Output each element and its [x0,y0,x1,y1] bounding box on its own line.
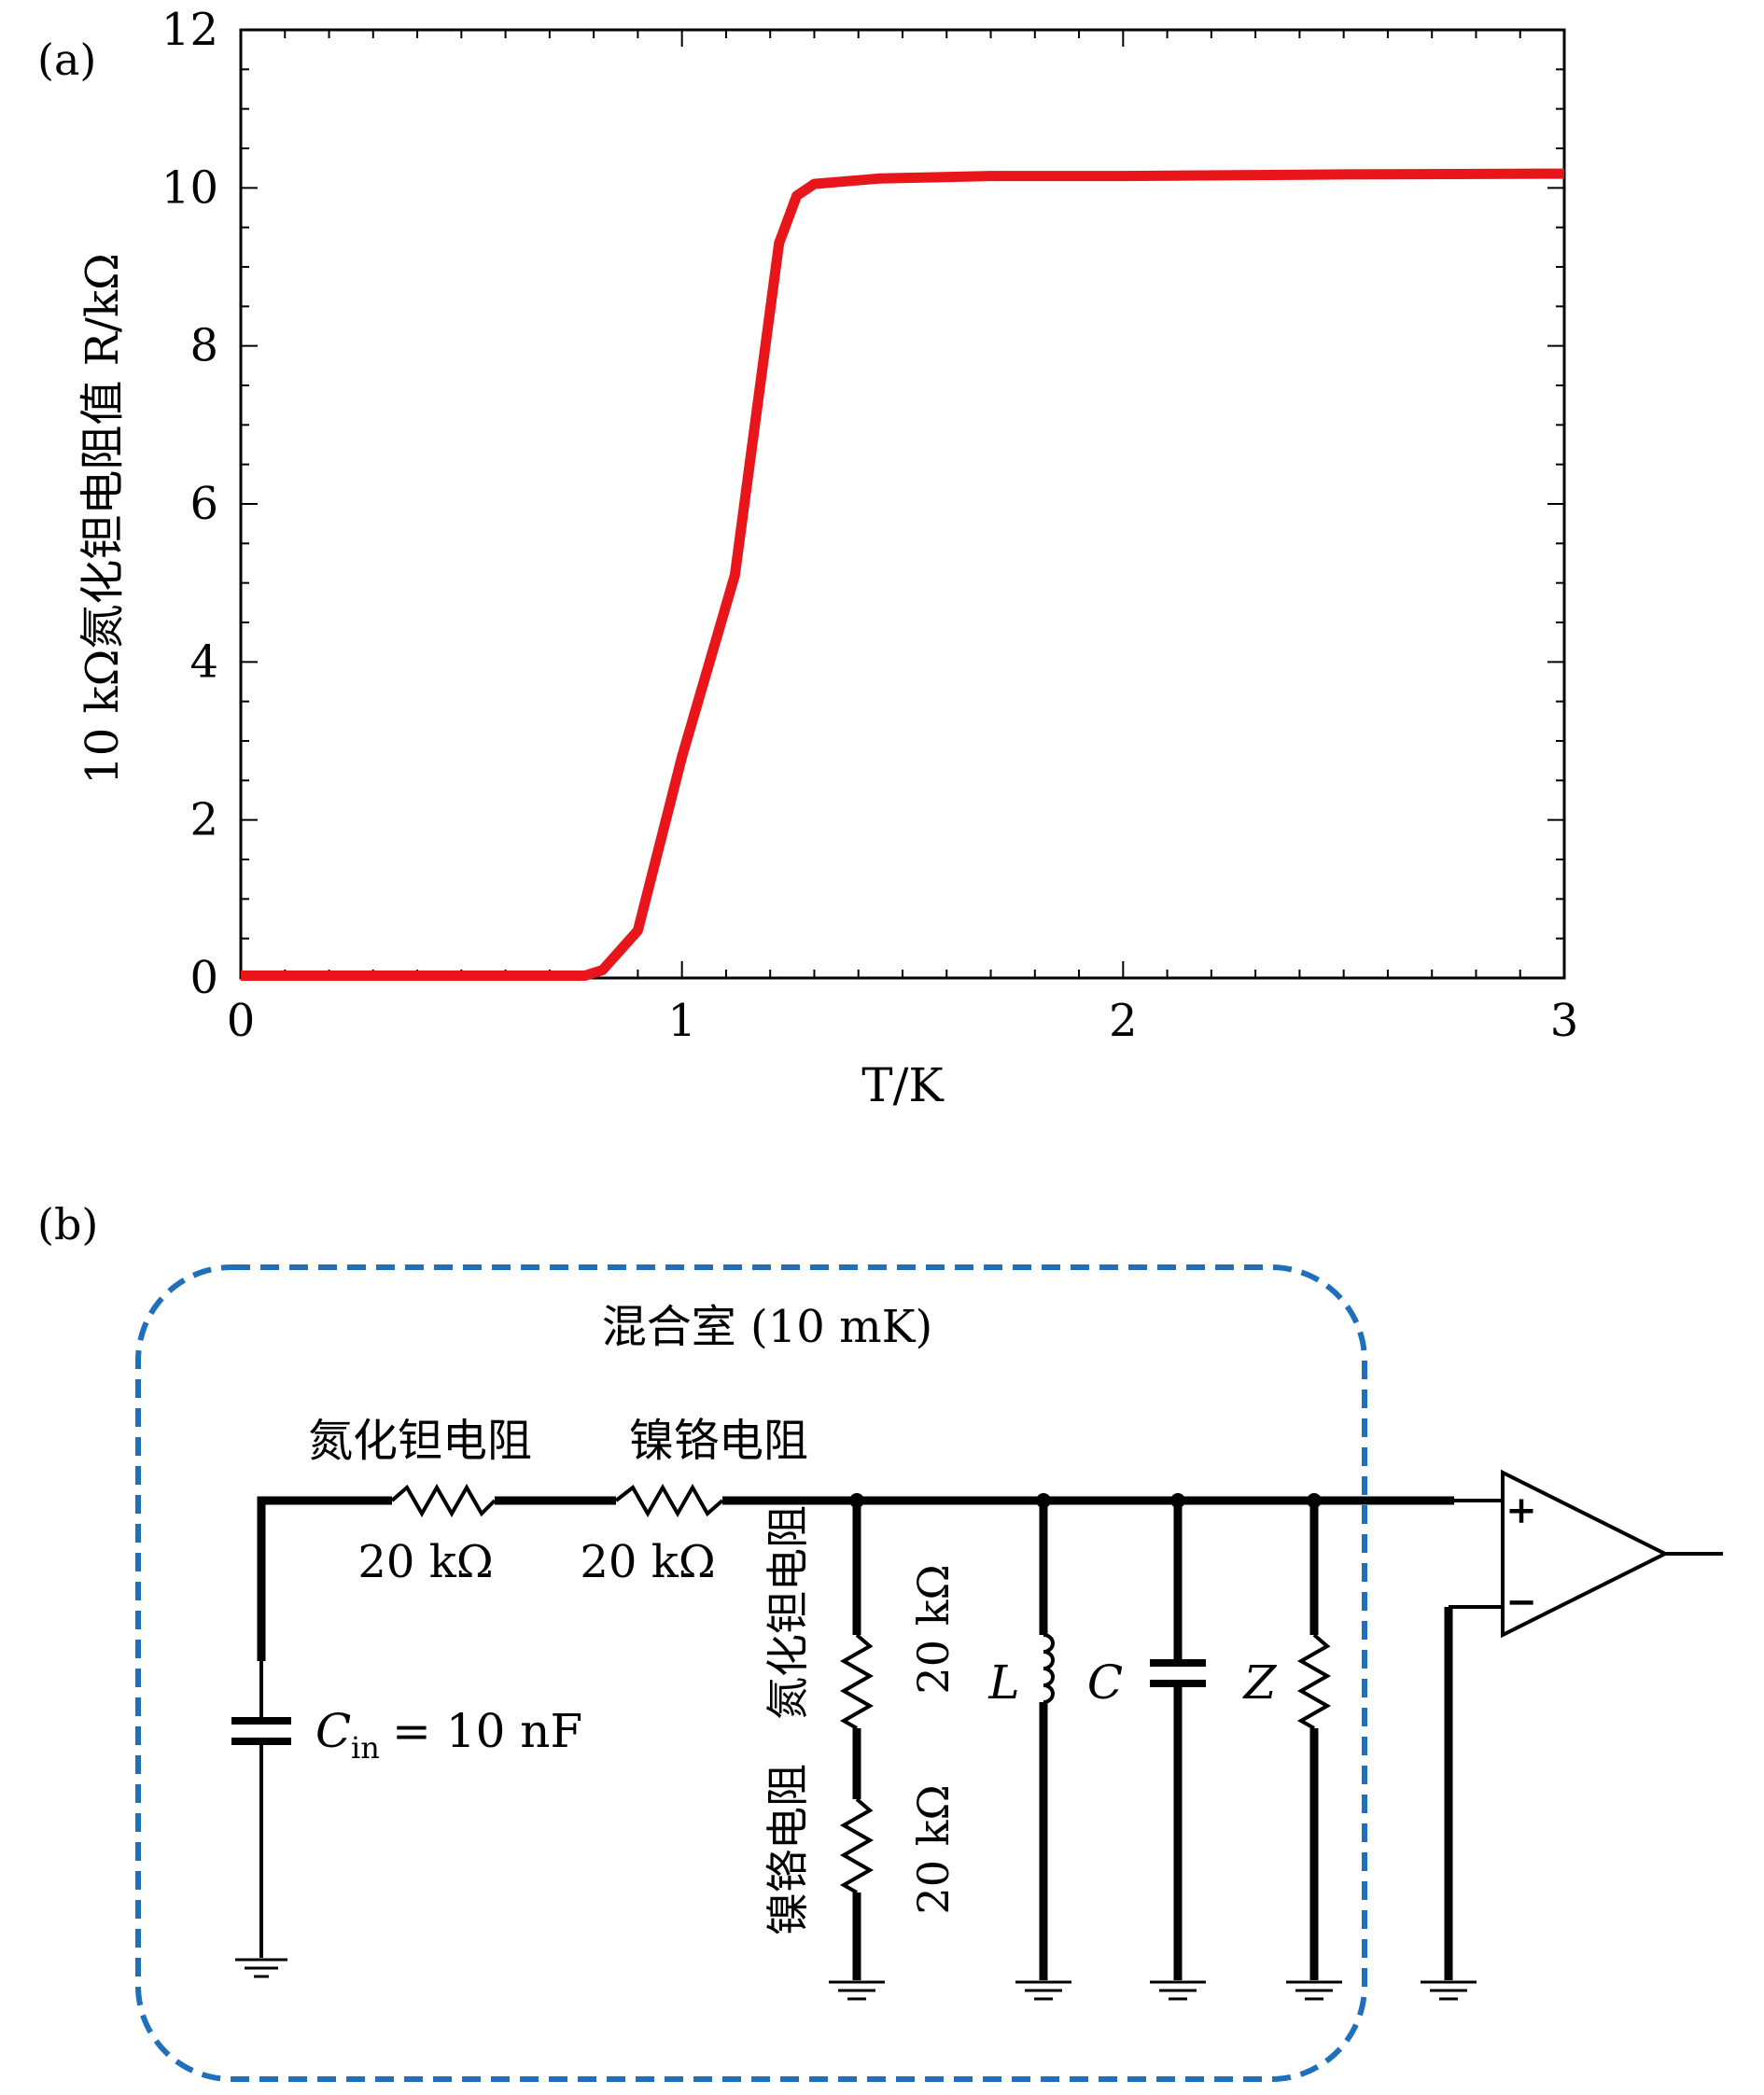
resistor-tan-value: 20 kΩ [357,1536,493,1588]
inductor-branch [1039,1501,1055,1980]
y-tick-label: 8 [189,320,218,372]
shunt-resistor-branch [839,1501,875,1980]
ground-icon [1421,1980,1477,2001]
panel-b-label: (b) [37,1199,98,1250]
circuit-diagram: 混合室 (10 mK) C in = 10 nF 氮化钽电阻 20 kΩ 镍铬电… [135,1264,1723,2082]
impedance-label: Z [1242,1655,1278,1710]
y-tick-label: 2 [189,794,218,846]
y-tick-label: 10 [161,161,218,214]
resistor-tan-series [390,1483,497,1518]
y-tick-label: 4 [189,635,218,688]
x-axis-label: T/K [861,1058,945,1112]
ground-icon [829,1980,885,2001]
capacitor-label: C [1087,1655,1123,1710]
ground-icon [1015,1980,1071,2001]
x-tick-label: 0 [227,995,256,1047]
shunt-upper-label: 氮化钽电阻 [763,1505,813,1720]
cin-subscript: in [351,1730,380,1766]
amp-plus-label: + [1505,1488,1537,1532]
series-group [241,168,1565,981]
resistor-nicr-label: 镍铬电阻 [629,1415,808,1467]
y-tick-label: 0 [189,952,218,1004]
amplifier-icon [1444,1469,1723,1980]
input-wire [257,1496,392,1661]
shunt-lower-value: 20 kΩ [908,1784,959,1914]
x-tick-labels: 0 1 2 3 [227,995,1579,1047]
shunt-lower-label: 镍铬电阻 [763,1764,813,1935]
mixing-chamber-box [135,1264,1367,2082]
shunt-upper-value: 20 kΩ [908,1564,959,1694]
x-tick-label: 2 [1109,995,1138,1047]
ground-icon [1150,1980,1206,2001]
panel-a-label: (a) [37,35,96,85]
inductor-label: L [987,1655,1019,1710]
x-tick-label: 1 [667,995,696,1047]
y-tick-label: 12 [161,4,218,56]
y-axis-label: 10 kΩ氮化钽电阻值 R/kΩ [77,253,129,785]
impedance-branch [1296,1501,1332,1980]
amp-minus-label: − [1505,1580,1537,1624]
ground-icon [1286,1980,1342,2001]
series-line [241,168,1565,981]
ground-icon [235,1958,287,1978]
mixing-chamber-label: 混合室 (10 mK) [602,1301,932,1353]
y-ticks [241,29,1564,979]
resistor-nicr-value: 20 kΩ [580,1536,715,1588]
cin-value: = 10 nF [392,1704,582,1758]
resistor-tan-label: 氮化钽电阻 [308,1415,532,1467]
input-capacitor [231,1661,291,1958]
y-tick-label: 6 [189,478,218,530]
resistor-nicr-series [614,1483,724,1518]
y-tick-labels: 0 2 4 6 8 10 12 [161,4,218,1004]
cin-symbol: C [315,1704,351,1758]
x-tick-label: 3 [1550,995,1579,1047]
capacitor-branch [1150,1501,1206,1980]
